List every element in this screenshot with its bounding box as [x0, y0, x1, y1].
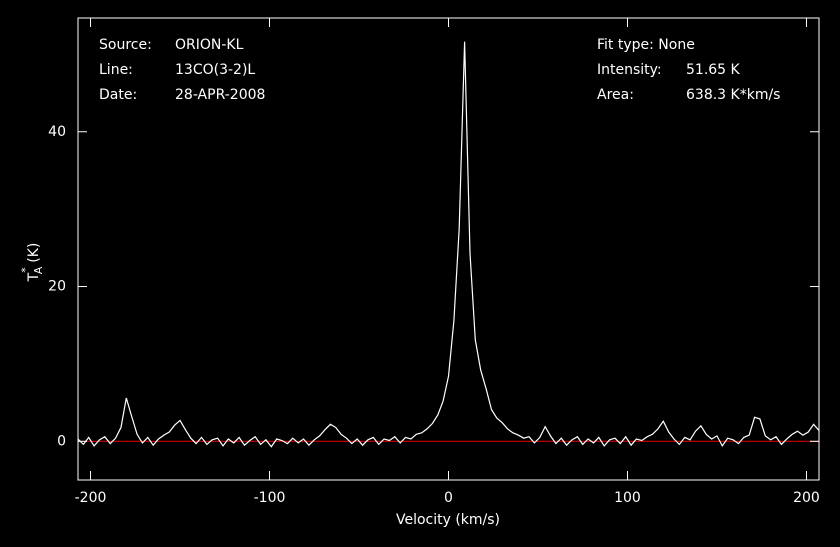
x-axis-label: Velocity (km/s) [396, 512, 500, 528]
x-tick-label: 0 [444, 490, 453, 506]
y-axis-label: T*A (K) [19, 243, 45, 283]
x-tick-label: -100 [254, 490, 286, 506]
x-tick-label: -200 [75, 490, 107, 506]
header-key: Date: [99, 87, 137, 103]
header-value: 28-APR-2008 [175, 87, 265, 103]
y-label-sup: * [19, 267, 32, 273]
spectrum-line [77, 41, 820, 448]
x-tick-label: 100 [614, 490, 641, 506]
header-value: 638.3 K*km/s [686, 87, 780, 103]
y-tick-label: 40 [48, 124, 66, 140]
header-value: 51.65 K [686, 62, 741, 78]
header-key: Intensity: [597, 62, 662, 78]
header-key: Area: [597, 87, 634, 103]
header-value: 13CO(3-2)L [175, 62, 255, 78]
header-key: Source: [99, 37, 152, 53]
y-tick-label: 20 [48, 279, 66, 295]
fit-type: Fit type: None [597, 37, 695, 53]
y-label-symbol: T [26, 272, 42, 282]
y-tick-label: 0 [57, 433, 66, 449]
y-label-sub: A [32, 266, 45, 274]
x-tick-label: 200 [793, 490, 820, 506]
y-label-unit: (K) [26, 243, 42, 263]
header-value: ORION-KL [175, 37, 244, 53]
header-key: Line: [99, 62, 133, 78]
